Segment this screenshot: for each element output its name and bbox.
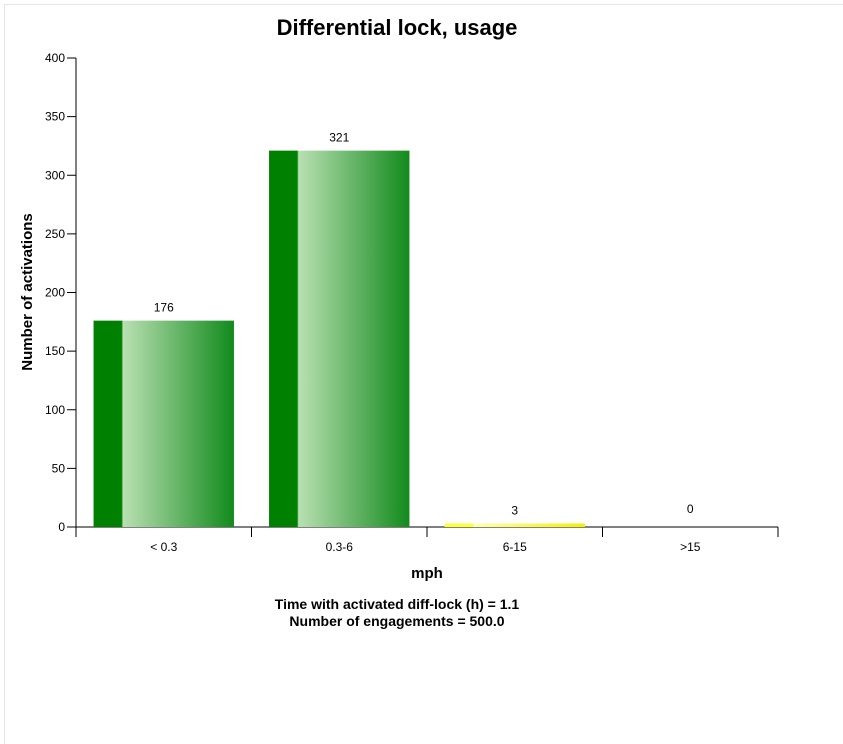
chart-frame bbox=[4, 4, 843, 744]
y-axis: 0 50 100 150 200 250 300 350 400 bbox=[45, 51, 77, 534]
footer-engagements: Number of engagements = 500.0 bbox=[289, 613, 504, 629]
y-tick-label: 150 bbox=[45, 344, 65, 358]
y-tick-label: 100 bbox=[45, 403, 65, 417]
bar-value-label: 176 bbox=[154, 301, 174, 315]
x-tick-label: >15 bbox=[680, 540, 701, 554]
y-tick-label: 400 bbox=[45, 51, 65, 65]
x-tick-label: < 0.3 bbox=[150, 540, 177, 554]
bar-value-label: 0 bbox=[687, 502, 694, 516]
y-tick-label: 350 bbox=[45, 110, 65, 124]
x-tick-label: 6-15 bbox=[503, 540, 527, 554]
x-axis: < 0.3 0.3-6 6-15 >15 bbox=[75, 526, 779, 554]
y-tick-label: 300 bbox=[45, 168, 65, 182]
bar-value-label: 321 bbox=[329, 131, 349, 145]
bar bbox=[444, 523, 585, 527]
chart-title: Differential lock, usage bbox=[277, 15, 518, 40]
y-tick-label: 0 bbox=[58, 520, 65, 534]
bar bbox=[269, 150, 410, 527]
y-axis-title: Number of activations bbox=[19, 213, 36, 371]
footer-diff-lock-time: Time with activated diff-lock (h) = 1.1 bbox=[275, 596, 520, 612]
x-axis-title: mph bbox=[411, 565, 443, 582]
bar-value-label: 3 bbox=[511, 503, 518, 517]
x-tick-label: 0.3-6 bbox=[326, 540, 354, 554]
bar-series: 176 321 3 0 bbox=[93, 131, 694, 527]
y-tick-label: 200 bbox=[45, 286, 65, 300]
bar bbox=[93, 320, 234, 527]
y-tick-label: 250 bbox=[45, 227, 65, 241]
y-tick-label: 50 bbox=[52, 461, 66, 475]
